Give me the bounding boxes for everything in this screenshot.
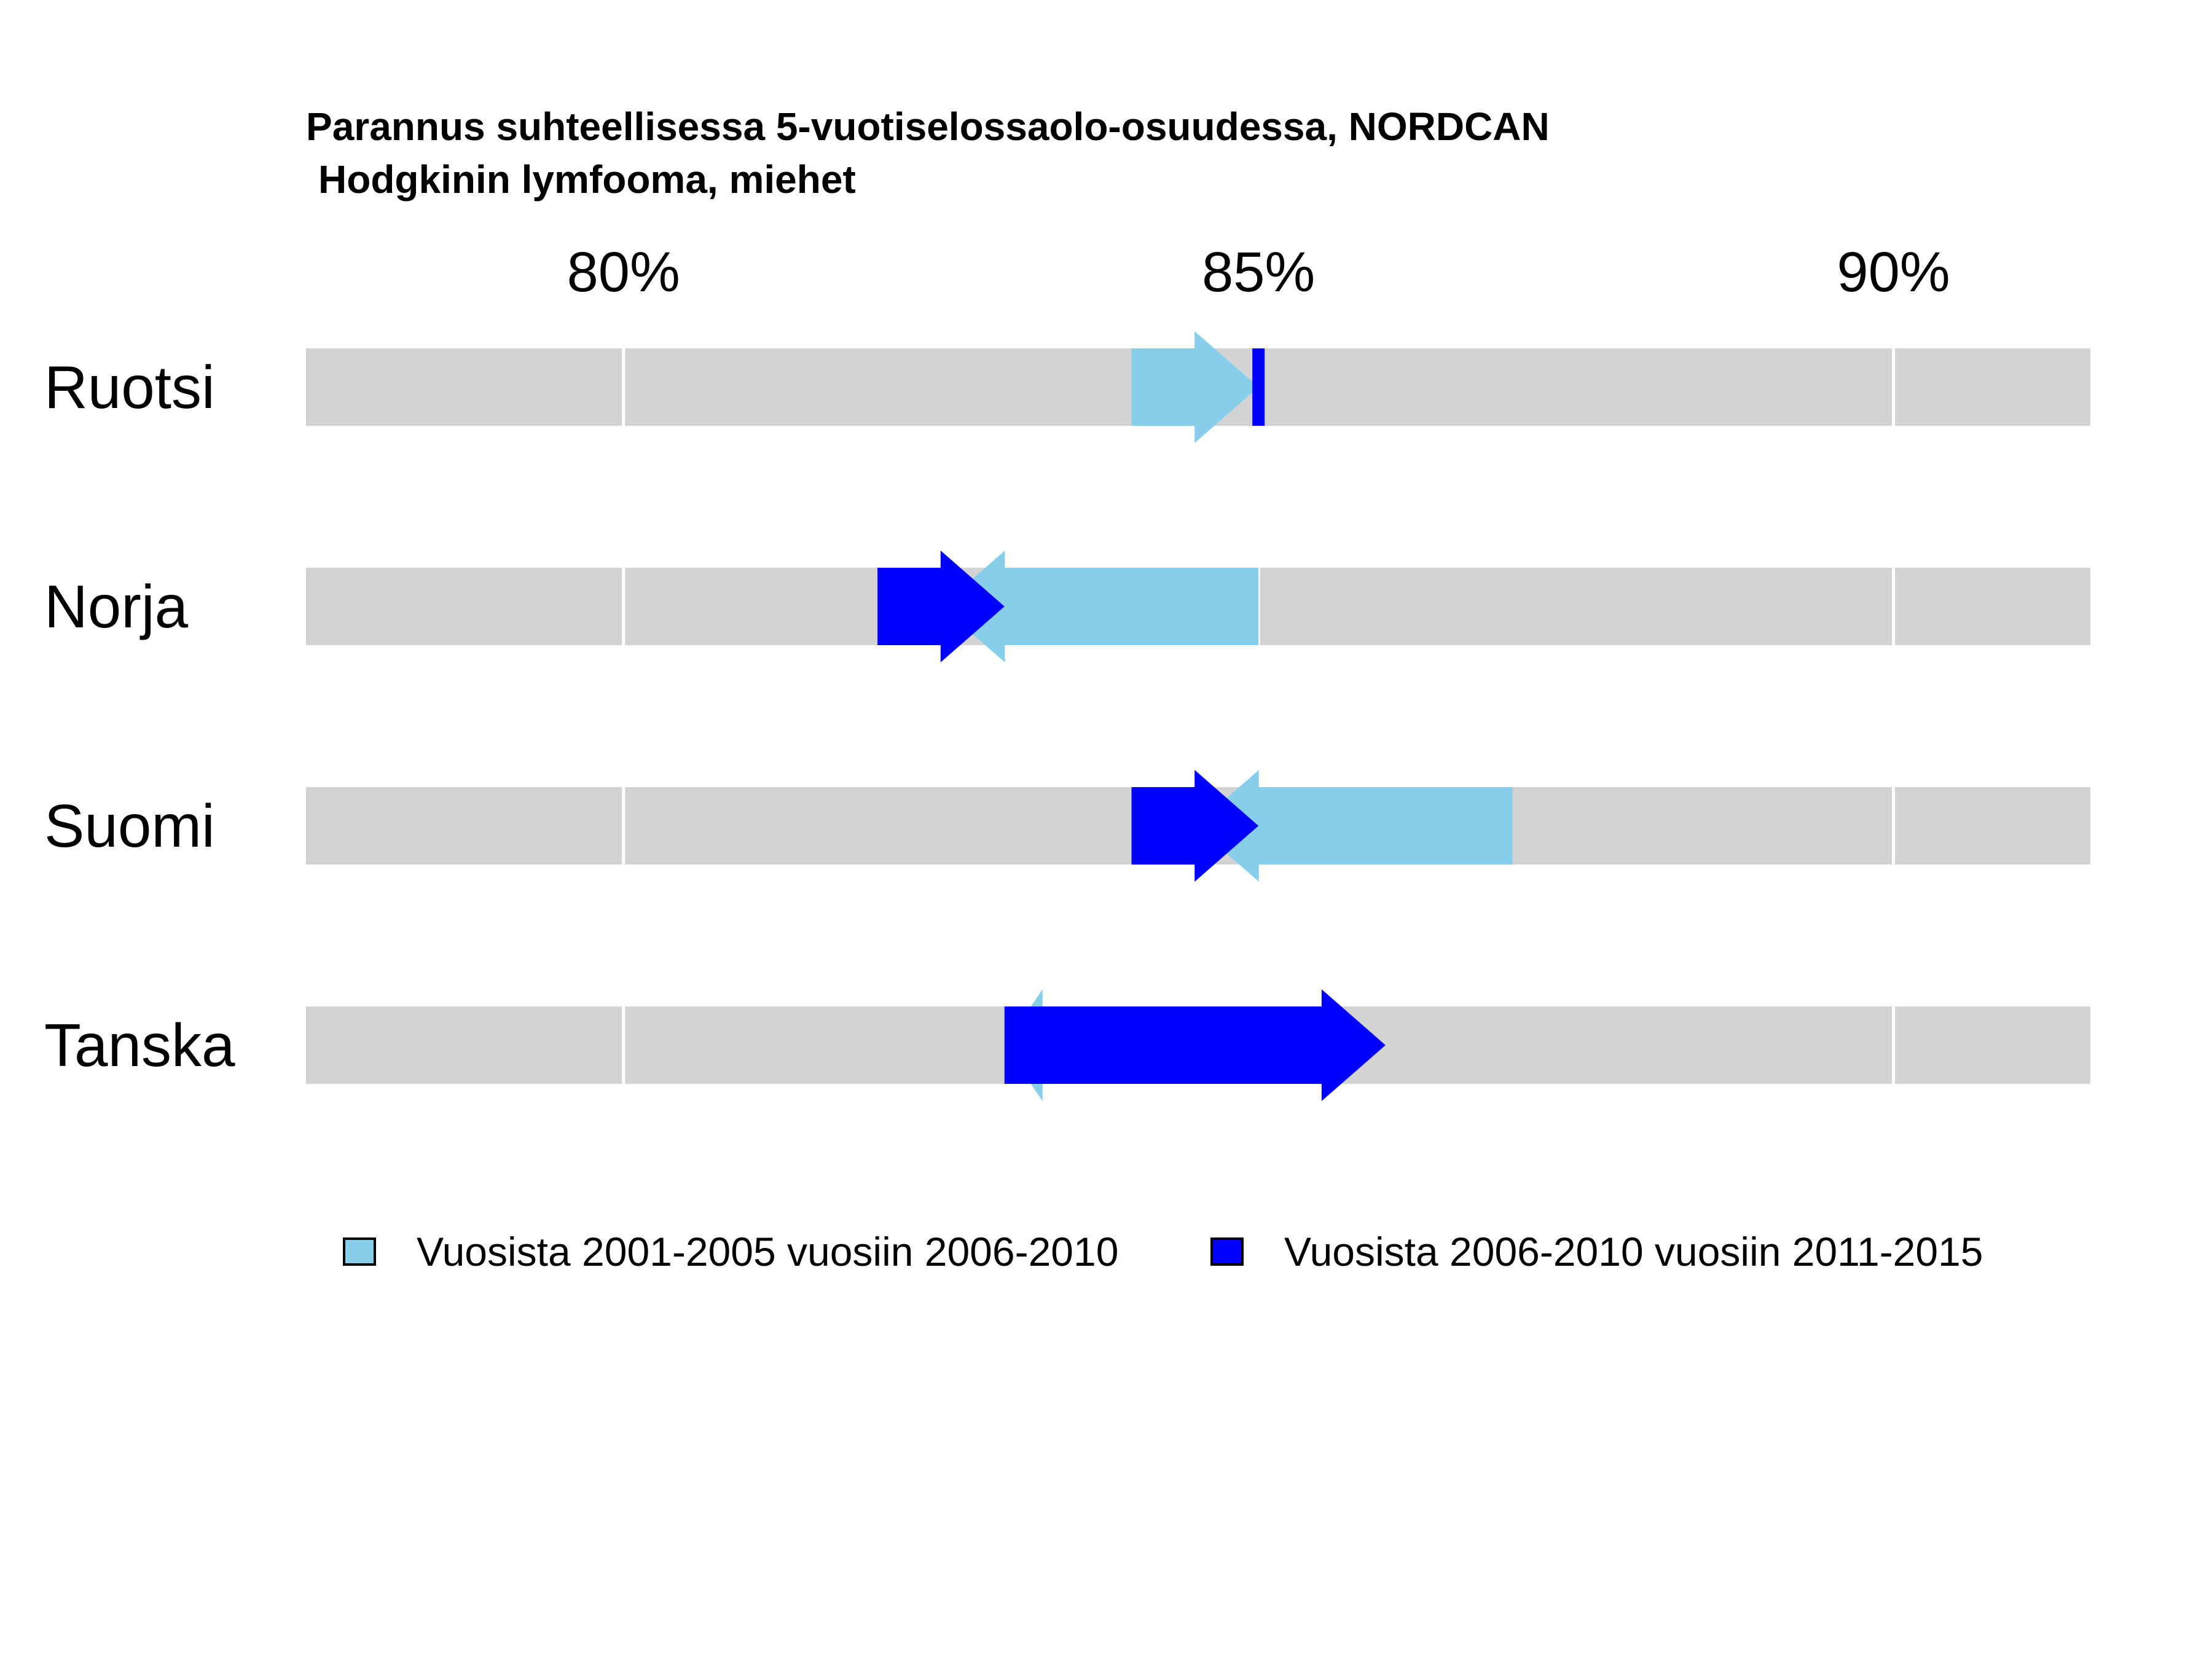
category-label: Suomi [44, 792, 215, 860]
row-suomi: Suomi [44, 770, 2090, 882]
chart-title: Parannus suhteellisessa 5-vuotiselossaol… [306, 104, 1550, 149]
x-tick-label: 90% [1837, 241, 1950, 304]
x-tick-label: 85% [1202, 241, 1315, 304]
category-label: Ruotsi [44, 353, 215, 421]
arrow-2001-2010 [941, 551, 1259, 662]
legend-swatch [343, 1237, 376, 1266]
arrow-2006-2015 [1004, 989, 1386, 1101]
arrow-2001-2010 [1131, 331, 1259, 443]
x-axis-ticks: 80% 85% 90% [567, 241, 1950, 304]
legend-label: Vuosista 2006-2010 vuosiin 2011-2015 [1284, 1229, 1983, 1274]
chart-subtitle: Hodgkinin lymfooma, miehet [318, 157, 856, 202]
row-tanska: Tanska [44, 989, 2090, 1101]
legend: Vuosista 2001-2005 vuosiin 2006-2010 Vuos… [343, 1229, 1983, 1274]
arrow-2006-2015 [877, 551, 1005, 662]
arrow-2006-2015-marker [1252, 348, 1265, 426]
row-norja: Norja [44, 551, 2090, 662]
arrow-2001-2010 [1194, 770, 1513, 882]
category-label: Tanska [44, 1011, 235, 1079]
category-label: Norja [44, 573, 189, 640]
plot-rows: Ruotsi Norja Suomi Tanska [44, 331, 2090, 1101]
legend-swatch [1210, 1237, 1244, 1266]
x-tick-label: 80% [567, 241, 680, 304]
arrow-2006-2015 [1131, 770, 1259, 882]
legend-label: Vuosista 2001-2005 vuosiin 2006-2010 [417, 1229, 1118, 1274]
row-ruotsi: Ruotsi [44, 331, 2090, 443]
